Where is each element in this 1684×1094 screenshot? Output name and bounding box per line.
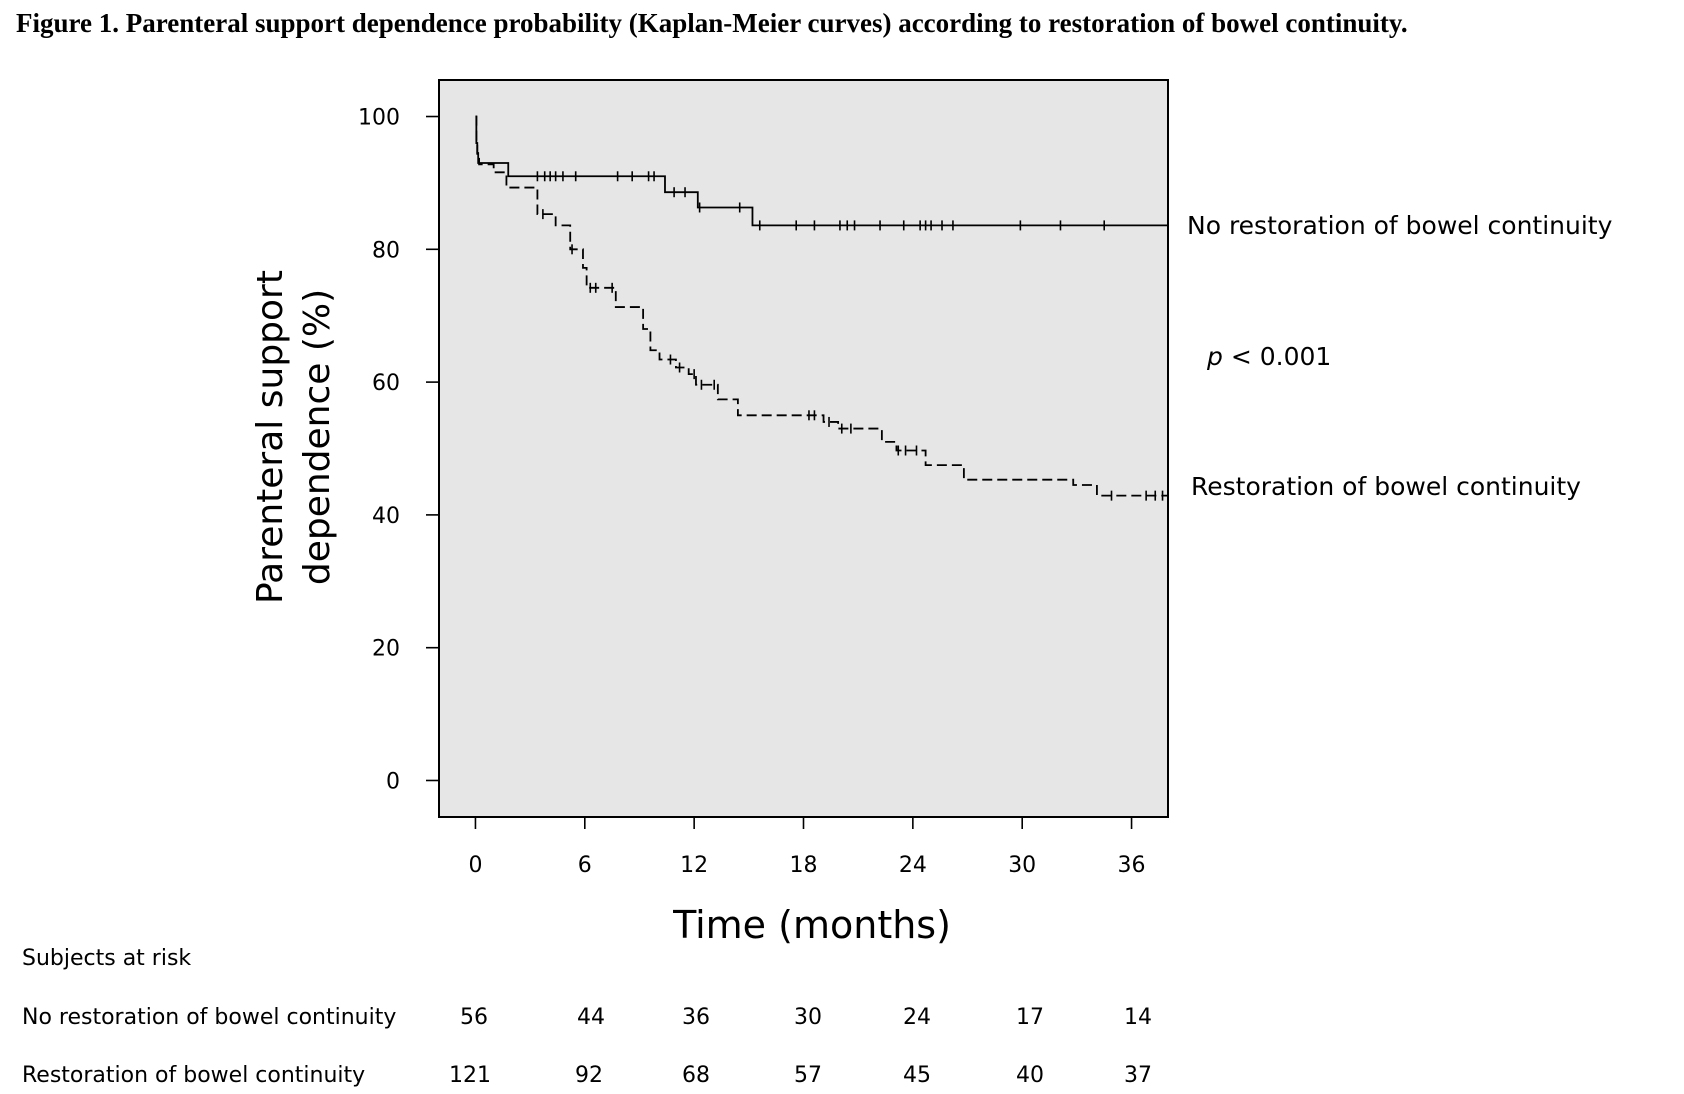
curves [475,115,1168,497]
plot-background [438,79,1169,818]
at-risk-count: 37 [1124,1063,1152,1088]
at-risk-heading: Subjects at risk [22,946,192,971]
at-risk-count: 56 [460,1005,488,1030]
at-risk-count: 17 [1016,1005,1044,1030]
y-tick-label: 0 [386,769,400,794]
y-tick-label: 60 [372,371,400,396]
p-value-annotation: p < 0.001 [1206,342,1331,371]
at-risk-count: 14 [1124,1005,1152,1030]
at-risk-count: 30 [794,1005,822,1030]
x-tick-label: 12 [680,853,708,878]
at-risk-row-label: Restoration of bowel continuity [22,1063,366,1088]
at-risk-count: 45 [903,1063,931,1088]
x-tick-label: 18 [790,853,818,878]
x-tick-label: 24 [899,853,927,878]
at-risk-count: 92 [575,1063,603,1088]
p-value-text: < 0.001 [1223,342,1331,371]
at-risk-count: 57 [794,1063,822,1088]
x-tick-label: 0 [468,853,482,878]
x-tick-label: 6 [578,853,592,878]
series-label-no-restoration: No restoration of bowel continuity [1187,211,1613,240]
curve-restoration [475,115,1168,497]
x-tick-label: 36 [1118,853,1146,878]
at-risk-count: 44 [577,1005,605,1030]
at-risk-count: 40 [1016,1063,1044,1088]
at-risk-count: 68 [682,1063,710,1088]
x-axis-title: Time (months) [672,903,951,947]
x-tick-label: 30 [1008,853,1036,878]
at-risk-count: 121 [449,1063,491,1088]
at-risk-count: 36 [682,1005,710,1030]
at-risk-count: 24 [903,1005,931,1030]
y-tick-label: 40 [372,504,400,529]
y-tick-label: 80 [372,238,400,263]
series-label-restoration: Restoration of bowel continuity [1191,472,1581,501]
y-tick-label: 100 [358,106,400,131]
y-axis-title-line1: Parenteral support [250,270,291,604]
censor-marks [536,171,1164,501]
figure-title: Figure 1. Parenteral support dependence … [16,8,1408,38]
y-axis-title-line2: dependence (%) [297,289,338,585]
at-risk-row-label: No restoration of bowel continuity [22,1005,397,1030]
curve-no-restoration [475,115,1168,227]
y-axis: 0 20 40 60 80 100 [358,106,439,794]
x-axis: 0 6 12 18 24 30 36 [468,817,1146,878]
y-tick-label: 20 [372,637,400,662]
p-value-symbol: p [1206,342,1223,371]
